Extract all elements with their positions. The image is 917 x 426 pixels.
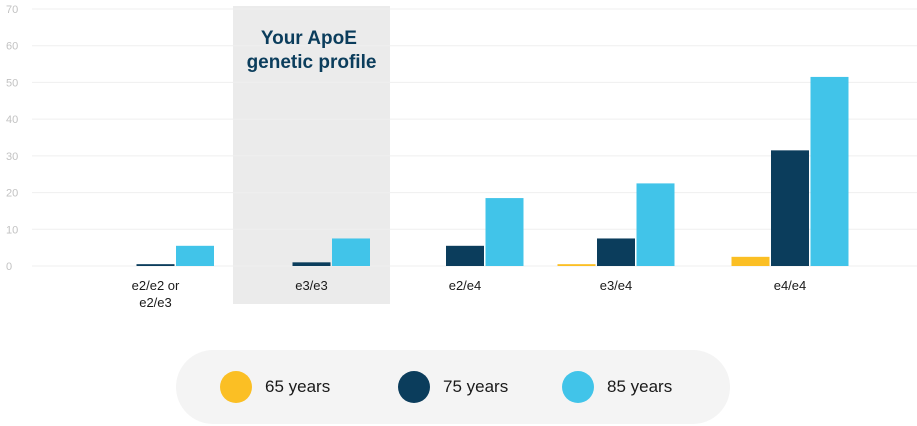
bar-85-years-3 <box>485 198 524 266</box>
y-tick-label: 30 <box>6 151 18 163</box>
legend-swatch-85-years <box>562 371 594 403</box>
legend-swatch-65-years <box>220 371 252 403</box>
highlight-label-line-1: Your ApoE <box>261 28 357 49</box>
highlight-label-line-2: genetic profile <box>247 52 377 73</box>
y-tick-label: 20 <box>6 188 18 200</box>
legend-label-85-years: 85 years <box>607 377 673 396</box>
bar-65-years-5 <box>731 256 770 266</box>
bar-85-years-2 <box>332 238 370 266</box>
x-tick-label: e3/e3 <box>295 278 328 293</box>
bar-75-years-3 <box>446 245 484 266</box>
bar-75-years-2 <box>292 262 331 266</box>
y-tick-label: 40 <box>6 114 18 126</box>
x-tick-label: e3/e4 <box>600 278 633 293</box>
y-tick-label: 10 <box>6 224 18 236</box>
legend: 65 years 75 years 85 years <box>176 350 730 424</box>
y-tick-label: 70 <box>6 4 18 16</box>
bar-75-years-1 <box>136 264 175 266</box>
highlight-label: Your ApoE genetic profile <box>247 28 377 73</box>
x-tick-label: e2/e2 or e2/e3 <box>132 278 180 310</box>
bar-85-years-4 <box>636 183 675 266</box>
x-tick-label: e4/e4 <box>774 278 807 293</box>
y-tick-label: 50 <box>6 77 18 89</box>
bar-75-years-5 <box>771 150 809 266</box>
legend-swatch-75-years <box>398 371 430 403</box>
legend-item-85-years: 85 years <box>562 350 672 424</box>
legend-item-65-years: 65 years <box>220 350 330 424</box>
bar-75-years-4 <box>597 238 635 266</box>
legend-item-75-years: 75 years <box>398 350 508 424</box>
bar-85-years-1 <box>176 245 214 266</box>
legend-label-75-years: 75 years <box>443 377 509 396</box>
bar-65-years-4 <box>557 264 596 266</box>
y-tick-label: 60 <box>6 41 18 53</box>
bars <box>136 76 849 267</box>
bar-85-years-5 <box>810 76 849 267</box>
legend-label-65-years: 65 years <box>265 377 331 396</box>
y-axis-ticks: 0 10 20 30 40 50 60 70 <box>6 4 18 273</box>
y-tick-label: 0 <box>6 261 12 273</box>
x-axis-labels: e2/e2 or e2/e3 e3/e3 e2/e4 e3/e4 e4/e4 <box>132 278 807 310</box>
x-tick-label: e2/e4 <box>449 278 482 293</box>
